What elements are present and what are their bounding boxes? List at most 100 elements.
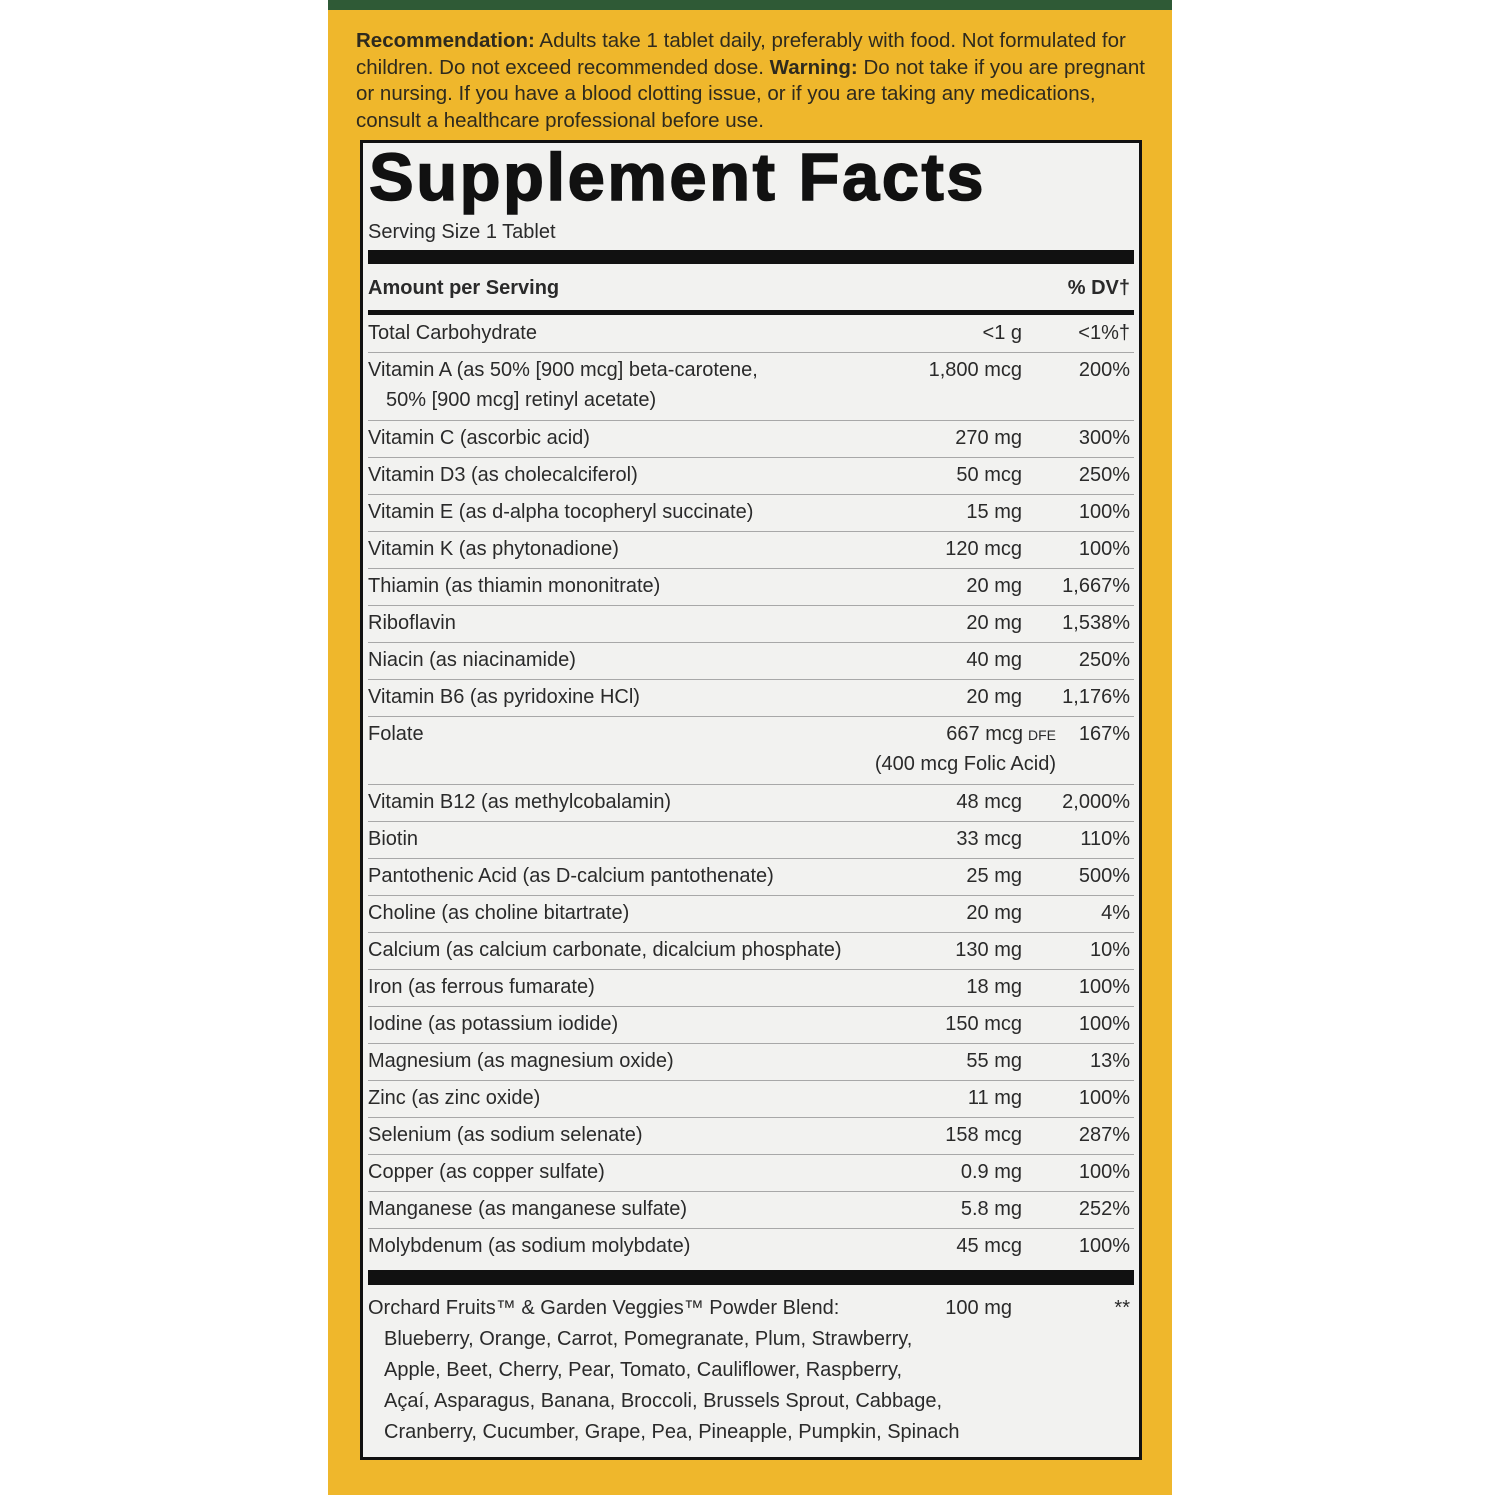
nutrient-amount: 40 mg [966,642,1022,679]
blend-name: Orchard Fruits™ & Garden Veggies™ Powder… [368,1297,840,1319]
nutrient-row: Copper (as copper sulfate) 0.9 mg 100% [368,1154,1134,1192]
nutrient-dv: 1,176% [1062,686,1130,708]
nutrient-name: Biotin [368,828,419,850]
amount-value: 11 mg [967,1087,1022,1109]
recommendation: Recommendation: Adults take 1 tablet dai… [356,28,1156,134]
nutrient-amount: 25 mg [966,858,1022,895]
nutrient-row: Vitamin D3 (as cholecalciferol) 50 mcg 250… [368,457,1134,495]
amount-value: 1,800 mcg [928,359,1022,381]
nutrient-row: Iron (as ferrous fumarate) 18 mg 100% [368,969,1134,1007]
nutrient-name: Molybdenum (as sodium molybdate) [368,1235,691,1257]
amount-value: 20 mg [966,575,1022,597]
thick-rule [368,250,1134,264]
nutrient-name: Vitamin K (as phytonadione) [368,538,619,560]
nutrient-row: Folate 667 mcg DFE (400 mcg Folic Acid) 167% [368,716,1134,785]
nutrient-dv: 100% [1078,1235,1130,1257]
nutrient-row: Vitamin E (as d-alpha tocopheryl succina… [368,494,1134,532]
nutrient-dv: 110% [1080,828,1130,850]
nutrient-amount: 130 mg [955,932,1022,969]
nutrient-row: Riboflavin 20 mg 1,538% [368,605,1134,643]
amount-value: 55 mg [966,1050,1022,1072]
nutrient-amount: 55 mg [966,1043,1022,1080]
nutrient-row: Vitamin B12 (as methylcobalamin) 48 mcg 2,… [368,784,1134,822]
nutrient-dv: 100% [1078,1013,1130,1035]
nutrient-amount: 158 mcg [945,1117,1022,1154]
blend-ingredients: Apple, Beet, Cherry, Pear, Tomato, Cauli… [384,1359,903,1381]
amount-value: 20 mg [966,686,1022,708]
nutrient-dv: 100% [1078,976,1130,998]
nutrient-row: Magnesium (as magnesium oxide) 55 mg 13% [368,1043,1134,1081]
blend-ingredients: Açaí, Asparagus, Banana, Broccoli, Bruss… [384,1390,943,1412]
nutrient-name: Iron (as ferrous fumarate) [368,976,595,998]
amount-value: 270 mg [955,427,1022,449]
nutrient-dv: 13% [1089,1050,1130,1072]
amount-value: 0.9 mg [960,1161,1022,1183]
nutrient-row: Selenium (as sodium selenate) 158 mcg 287% [368,1117,1134,1155]
header-rule [368,310,1134,315]
nutrient-dv: 1,538% [1062,612,1130,634]
nutrient-dv: 4% [1101,902,1130,924]
facts-title: Supplement Facts [368,140,987,215]
recommendation-label: Recommendation: [356,29,535,52]
nutrient-amount: 48 mcg [956,784,1022,821]
blend-amount: 100 mg [945,1297,1012,1319]
nutrient-name: Vitamin B6 (as pyridoxine HCl) [368,686,640,708]
amount-value: 25 mg [966,865,1022,887]
warning-text: Do not take if you are pregnant or nursi… [356,55,1145,132]
nutrient-amount: 11 mg [968,1080,1022,1117]
nutrient-amount: 120 mcg [945,531,1022,568]
nutrient-dv: 200% [1078,359,1130,381]
thick-rule [368,1270,1134,1285]
amount-value: 667 mcg [946,723,1023,745]
nutrient-dv: 252% [1078,1198,1130,1220]
nutrient-name: Selenium (as sodium selenate) [368,1124,643,1146]
amount-value: 120 mcg [945,538,1022,560]
nutrient-dv: 2,000% [1062,791,1130,813]
nutrient-amount: 0.9 mg [961,1154,1022,1191]
amount-value: 15 mg [966,501,1022,523]
nutrient-name: Calcium (as calcium carbonate, dicalcium… [368,939,842,961]
nutrient-dv: 100% [1078,501,1130,523]
recommendation-text: Adults take 1 tablet daily, preferably w… [356,29,1126,79]
nutrient-name: Riboflavin [368,612,456,634]
facts-panel: Supplement Facts Serving Size 1 Tablet A… [360,140,1142,1460]
nutrient-name: Choline (as choline bitartrate) [368,902,630,924]
nutrient-name: Iodine (as potassium iodide) [368,1013,619,1035]
amount-value: 45 mcg [956,1235,1022,1257]
nutrient-amount: 18 mg [966,969,1022,1006]
nutrient-dv: 300% [1078,427,1130,449]
nutrient-name: Vitamin E (as d-alpha tocopheryl succina… [368,501,754,523]
blend-ingredients: Cranberry, Cucumber, Grape, Pea, Pineapp… [384,1421,960,1443]
warning-label: Warning: [769,55,858,79]
nutrient-dv: <1%† [1078,322,1130,344]
nutrient-name: Niacin (as niacinamide) [368,649,576,671]
amount-value: 130 mg [955,939,1022,961]
nutrient-amount: 33 mcg [956,821,1022,858]
nutrient-name-cont: 50% [900 mcg] retinyl acetate) [386,389,657,411]
blend-dv: ** [1114,1297,1130,1319]
blend-ingredients: Blueberry, Orange, Carrot, Pomegranate, … [384,1328,913,1350]
nutrient-row: Vitamin B6 (as pyridoxine HCl) 20 mg 1,176… [368,679,1134,717]
nutrient-amount: 20 mg [966,605,1022,642]
amount-value: 33 mcg [956,828,1022,850]
nutrient-row: Calcium (as calcium carbonate, dicalcium… [368,932,1134,970]
nutrient-name: Copper (as copper sulfate) [368,1161,605,1183]
nutrient-row: Niacin (as niacinamide) 40 mg 250% [368,642,1134,680]
nutrient-name: Thiamin (as thiamin mononitrate) [368,575,661,597]
nutrient-amount: 45 mcg [956,1228,1022,1265]
nutrient-row: Vitamin K (as phytonadione) 120 mcg 100% [368,531,1134,569]
nutrient-row: Pantothenic Acid (as D-calcium pantothen… [368,858,1134,896]
nutrient-dv: 1,667% [1062,575,1130,597]
nutrient-amount: 1,800 mcg [929,352,1022,389]
nutrient-name: Vitamin C (ascorbic acid) [368,427,590,449]
nutrient-name: Vitamin B12 (as methylcobalamin) [368,791,672,813]
nutrient-row: Manganese (as manganese sulfate) 5.8 mg 25… [368,1191,1134,1229]
nutrient-dv: 100% [1078,1161,1130,1183]
amount-value: 20 mg [966,902,1022,924]
amount-value: 5.8 mg [960,1198,1022,1220]
amount-value: <1 g [982,322,1022,344]
nutrient-amount-note: (400 mcg Folic Acid) [874,753,1056,775]
nutrient-dv: 100% [1078,1087,1130,1109]
